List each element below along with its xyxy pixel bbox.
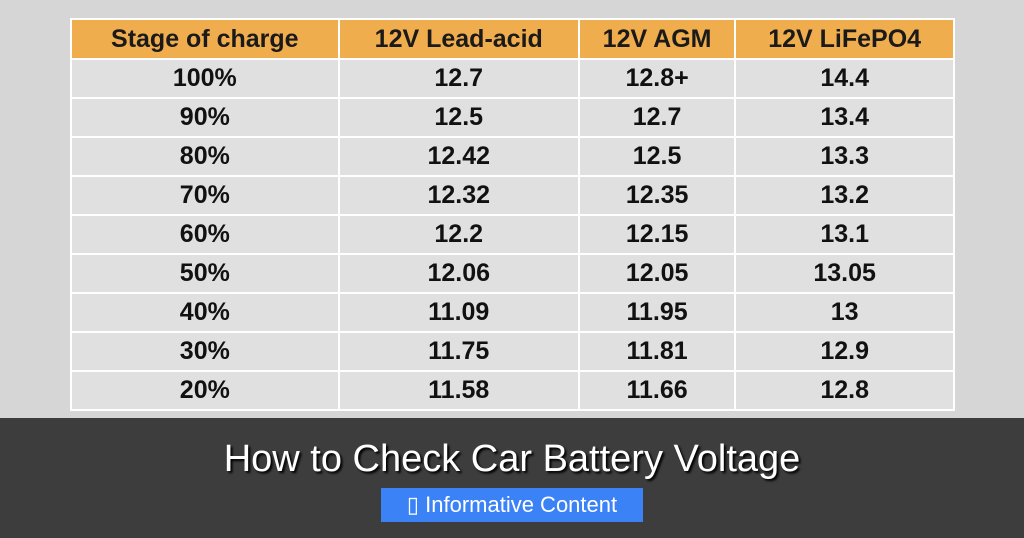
- table-cell: 100%: [70, 58, 340, 99]
- table-cell: 12.8: [734, 370, 955, 411]
- table-cell: 11.81: [577, 331, 737, 372]
- table-cell: 50%: [70, 253, 340, 294]
- column-header: Stage of charge: [70, 18, 340, 60]
- table-cell: 80%: [70, 136, 340, 177]
- table-cell: 12.8+: [577, 58, 737, 99]
- table-cell: 13.2: [734, 175, 955, 216]
- column-header: 12V AGM: [577, 18, 737, 60]
- table-cell: 13.4: [734, 97, 955, 138]
- table-cell: 12.06: [337, 253, 580, 294]
- table-cell: 40%: [70, 292, 340, 333]
- table-row: 90% 12.5 12.7 13.4: [70, 97, 955, 138]
- table-cell: 20%: [70, 370, 340, 411]
- table-cell: 70%: [70, 175, 340, 216]
- table-cell: 12.15: [577, 214, 737, 255]
- table-row: 70% 12.32 12.35 13.2: [70, 175, 955, 216]
- table-cell: 30%: [70, 331, 340, 372]
- table-cell: 11.75: [337, 331, 580, 372]
- table-cell: 12.7: [577, 97, 737, 138]
- table-cell: 12.32: [337, 175, 580, 216]
- table-row: 40% 11.09 11.95 13: [70, 292, 955, 333]
- table-cell: 13.05: [734, 253, 955, 294]
- tag-icon: ▯: [406, 492, 419, 517]
- table-cell: 12.35: [577, 175, 737, 216]
- column-header: 12V Lead-acid: [337, 18, 580, 60]
- page-title: How to Check Car Battery Voltage: [223, 438, 801, 480]
- table-cell: 12.5: [577, 136, 737, 177]
- table-cell: 11.66: [577, 370, 737, 411]
- table-row: 100% 12.7 12.8+ 14.4: [70, 58, 955, 99]
- table-cell: 90%: [70, 97, 340, 138]
- table-cell: 13.1: [734, 214, 955, 255]
- table-cell: 11.58: [337, 370, 580, 411]
- table-cell: 12.05: [577, 253, 737, 294]
- table-cell: 14.4: [734, 58, 955, 99]
- badge-label: Informative Content: [425, 492, 618, 517]
- category-badge[interactable]: ▯ Informative Content: [381, 488, 643, 522]
- table-cell: 12.2: [337, 214, 580, 255]
- table-row: 20% 11.58 11.66 12.8: [70, 370, 955, 411]
- column-header: 12V LiFePO4: [734, 18, 955, 60]
- table-cell: 60%: [70, 214, 340, 255]
- table-cell: 12.42: [337, 136, 580, 177]
- table-cell: 12.9: [734, 331, 955, 372]
- table-row: 30% 11.75 11.81 12.9: [70, 331, 955, 372]
- table-row: 80% 12.42 12.5 13.3: [70, 136, 955, 177]
- table-cell: 13: [734, 292, 955, 333]
- header-row: Stage of charge 12V Lead-acid 12V AGM 12V L…: [70, 18, 955, 60]
- table-row: 50% 12.06 12.05 13.05: [70, 253, 955, 294]
- table-cell: 12.5: [337, 97, 580, 138]
- table-cell: 13.3: [734, 136, 955, 177]
- table-row: 60% 12.2 12.15 13.1: [70, 214, 955, 255]
- table-cell: 11.95: [577, 292, 737, 333]
- table-cell: 12.7: [337, 58, 580, 99]
- table-cell: 11.09: [337, 292, 580, 333]
- battery-voltage-table: Stage of charge 12V Lead-acid 12V AGM 12V L…: [70, 18, 955, 411]
